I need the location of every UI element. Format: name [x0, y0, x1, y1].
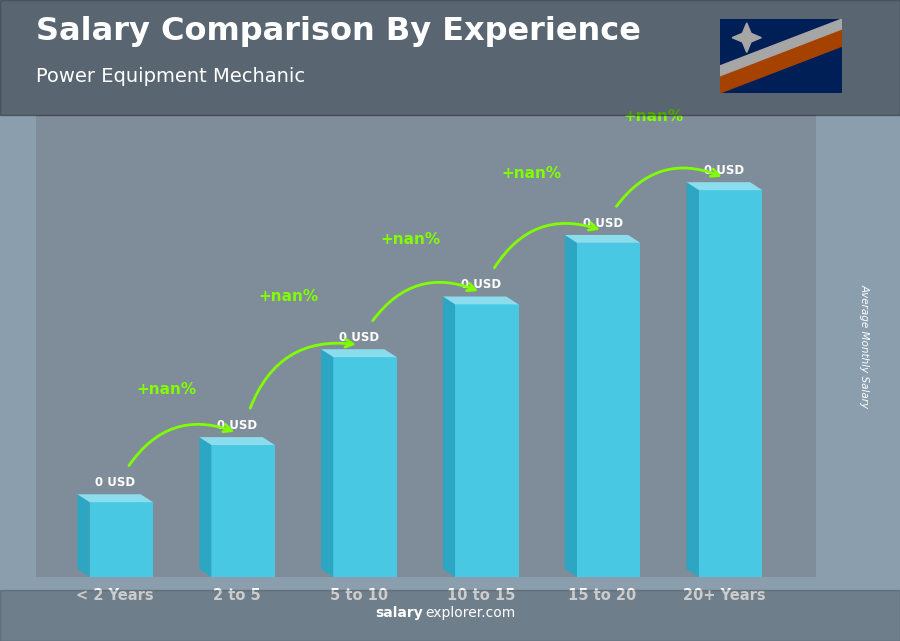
Text: 0 USD: 0 USD [217, 419, 257, 432]
Polygon shape [321, 349, 397, 357]
Polygon shape [733, 23, 761, 53]
Text: +nan%: +nan% [624, 109, 684, 124]
Text: Power Equipment Mechanic: Power Equipment Mechanic [36, 67, 305, 87]
Polygon shape [720, 29, 842, 93]
Text: +nan%: +nan% [258, 289, 319, 304]
Text: 0 USD: 0 USD [705, 164, 744, 177]
Polygon shape [77, 494, 90, 577]
Text: Salary Comparison By Experience: Salary Comparison By Experience [36, 16, 641, 47]
Text: Average Monthly Salary: Average Monthly Salary [860, 284, 869, 408]
Polygon shape [90, 502, 153, 577]
Text: 0 USD: 0 USD [338, 331, 379, 344]
Polygon shape [199, 437, 274, 445]
Text: +nan%: +nan% [380, 232, 440, 247]
Polygon shape [333, 357, 397, 577]
Text: 0 USD: 0 USD [95, 476, 135, 489]
Polygon shape [565, 235, 577, 577]
Text: salary: salary [375, 606, 423, 620]
Polygon shape [577, 243, 641, 577]
Polygon shape [455, 304, 518, 577]
Polygon shape [698, 190, 762, 577]
Polygon shape [720, 19, 842, 76]
Polygon shape [212, 445, 274, 577]
Polygon shape [443, 297, 455, 577]
Text: +nan%: +nan% [502, 166, 562, 181]
Text: explorer.com: explorer.com [426, 606, 516, 620]
Polygon shape [77, 494, 153, 502]
Text: +nan%: +nan% [136, 381, 196, 397]
Polygon shape [443, 297, 518, 304]
Polygon shape [321, 349, 333, 577]
Text: 0 USD: 0 USD [461, 278, 500, 291]
Text: 0 USD: 0 USD [582, 217, 623, 229]
Polygon shape [199, 437, 212, 577]
Polygon shape [687, 182, 698, 577]
Polygon shape [565, 235, 641, 243]
Polygon shape [687, 182, 762, 190]
